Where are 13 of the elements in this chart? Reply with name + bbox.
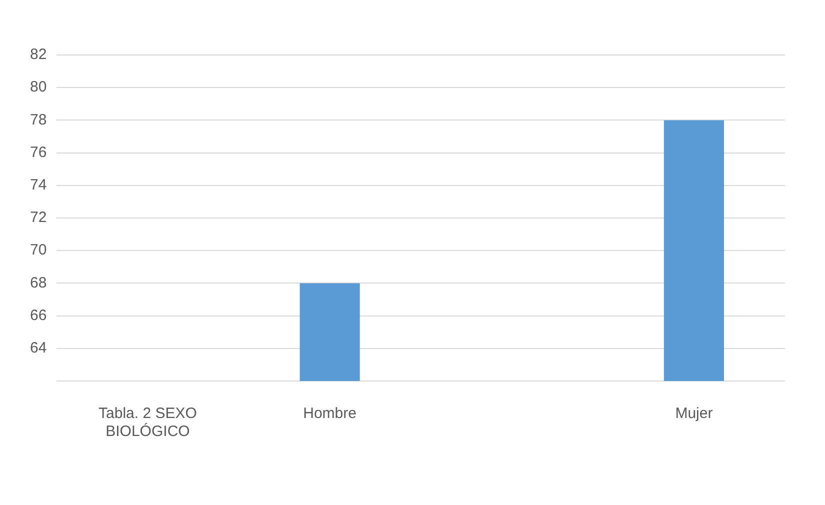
- y-tick-label: 78: [30, 111, 47, 128]
- y-tick-label: 80: [30, 78, 47, 96]
- y-tick-label: 74: [30, 176, 47, 194]
- y-tick-label: 72: [30, 209, 47, 226]
- x-tick-label: Hombre: [303, 405, 356, 422]
- y-tick-label: 66: [30, 306, 47, 324]
- y-tick-label: 82: [30, 46, 47, 64]
- y-tick-label: 76: [30, 144, 47, 161]
- x-tick-label: Mujer: [675, 405, 713, 422]
- y-tick-label: 64: [30, 340, 47, 357]
- y-tick-label: 68: [30, 274, 47, 292]
- y-tick-label: 70: [30, 242, 47, 259]
- x-tick-label: Tabla. 2 SEXO BIOLÓGICO: [98, 405, 197, 440]
